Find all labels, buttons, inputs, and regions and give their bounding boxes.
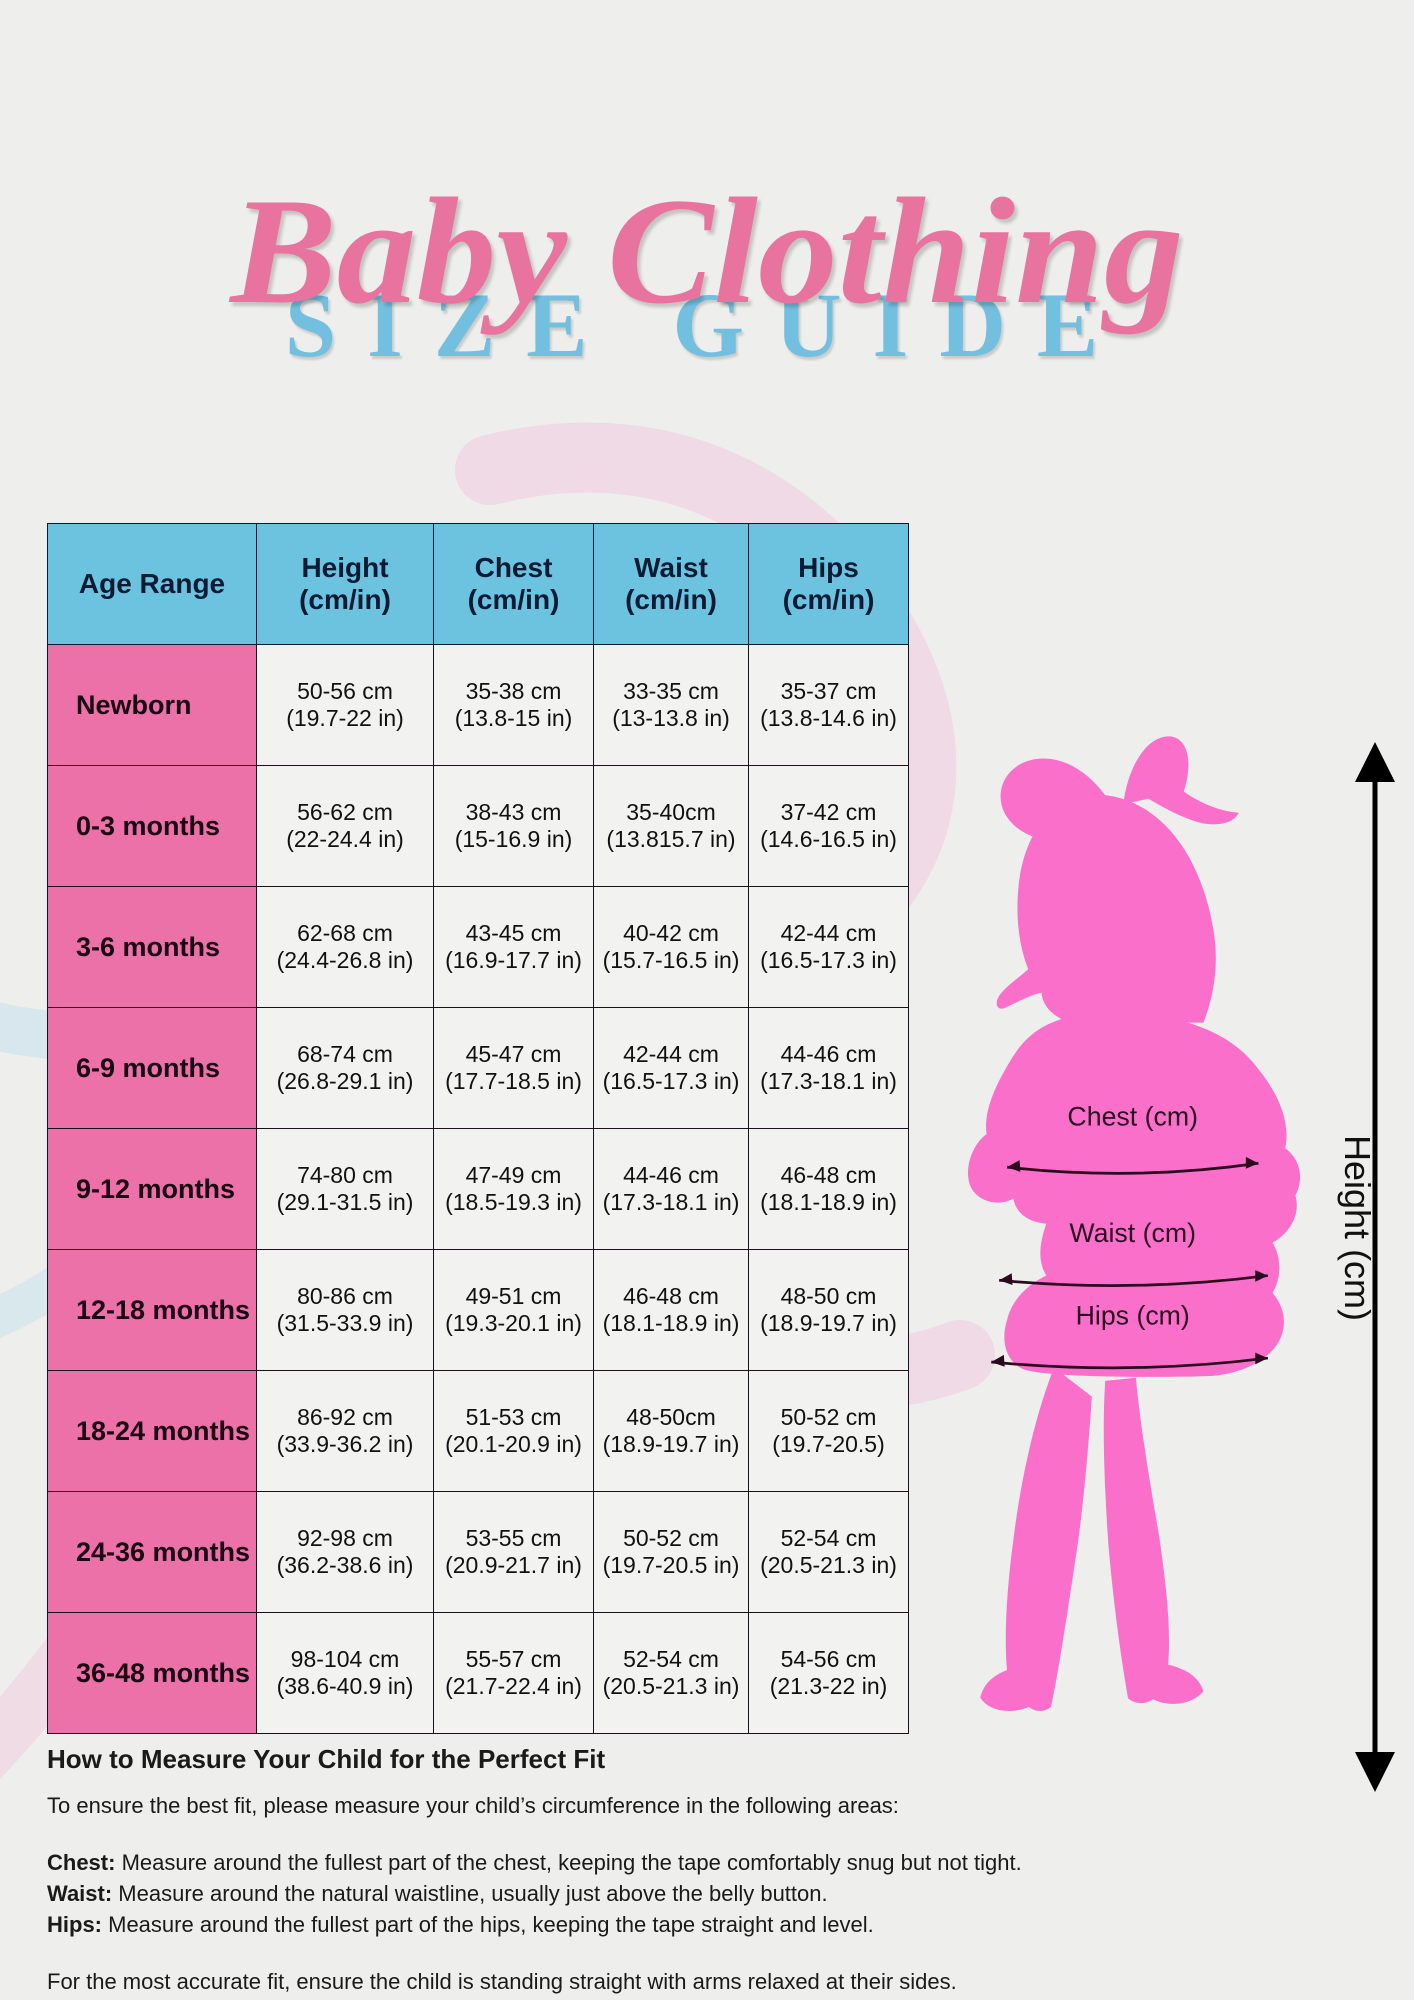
svg-text:Waist (cm): Waist (cm) — [1069, 1218, 1196, 1248]
svg-text:Chest (cm): Chest (cm) — [1067, 1102, 1198, 1132]
svg-text:Hips (cm): Hips (cm) — [1076, 1300, 1190, 1330]
